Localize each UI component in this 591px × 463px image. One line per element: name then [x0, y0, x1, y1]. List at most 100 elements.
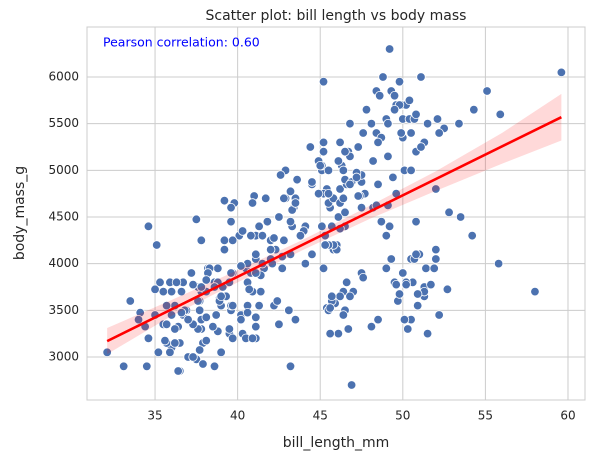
scatter-point [242, 307, 253, 318]
scatter-point [176, 307, 187, 318]
scatter-point [274, 212, 284, 222]
scatter-point [161, 300, 172, 311]
scatter-point [118, 361, 129, 372]
scatter-point [213, 263, 223, 274]
scatter-point [279, 193, 289, 204]
scatter-point [158, 286, 169, 297]
scatter-point [345, 179, 355, 190]
scatter-point [166, 286, 177, 297]
scatter-point [398, 268, 408, 278]
scatter-point [224, 324, 235, 334]
scatter-point [290, 314, 301, 325]
scatter-point [389, 90, 400, 101]
scatter-point [285, 361, 296, 372]
y-axis-label: body_mass_g [12, 166, 28, 260]
scatter-point [378, 72, 388, 82]
scatter-point [401, 279, 411, 290]
scatter-point [386, 254, 396, 264]
scatter-point [216, 291, 226, 302]
scatter-point [219, 195, 230, 206]
scatter-point [345, 291, 355, 302]
scatter-point [353, 142, 363, 152]
scatter-point [366, 321, 377, 332]
scatter-point [236, 314, 246, 325]
scatter-point [412, 289, 423, 299]
scatter-point [251, 312, 261, 323]
scatter-point [323, 165, 334, 176]
annotation: Pearson correlation: 0.60 [103, 35, 260, 50]
scatter-point [143, 333, 154, 344]
scatter-point [244, 284, 254, 295]
scatter-point [429, 263, 439, 274]
scatter-point [300, 258, 311, 269]
scatter-point [153, 347, 164, 358]
scatter-point [269, 233, 279, 243]
scatter-point [351, 172, 362, 183]
scatter-point [376, 216, 387, 227]
x-tick-label: 55 [478, 409, 493, 423]
scatter-point [556, 67, 567, 78]
scatter-point [406, 165, 416, 176]
scatter-point [194, 305, 205, 316]
chart-title: Scatter plot: bill length vs body mass [206, 8, 467, 24]
scatter-point [142, 361, 152, 372]
scatter-point [226, 268, 236, 278]
x-tick-label: 40 [230, 409, 245, 423]
scatter-point [467, 230, 477, 241]
scatter-point [246, 230, 256, 241]
scatter-point [431, 254, 441, 264]
scatter-point [318, 76, 329, 87]
scatter-point [318, 146, 329, 157]
scatter-point [325, 303, 335, 313]
scatter-point [171, 277, 182, 288]
scatter-point [188, 352, 198, 362]
scatter-point [341, 277, 352, 288]
scatter-point [454, 118, 464, 129]
scatter-point [384, 44, 395, 54]
scatter-point [353, 191, 363, 201]
scatter-point [133, 314, 144, 325]
scatter-point [262, 216, 273, 227]
scatter-point [274, 319, 284, 330]
scatter-point [422, 328, 433, 339]
scatter-point [320, 240, 330, 250]
scatter-point [374, 90, 385, 101]
scatter-point [469, 104, 479, 115]
scatter-point [227, 235, 238, 246]
scatter-point [403, 324, 413, 334]
scatter-point [416, 142, 426, 152]
scatter-point [411, 216, 421, 227]
y-tick-label: 4500 [48, 209, 79, 223]
regression-line [106, 115, 562, 343]
y-tick-label: 5500 [48, 116, 79, 130]
scatter-point [358, 272, 368, 283]
scatter-point [345, 118, 355, 129]
scatter-point [219, 244, 230, 255]
scatter-point [170, 324, 180, 334]
scatter-point [416, 72, 426, 82]
scatter-point [325, 328, 335, 339]
scatter-point [482, 86, 492, 96]
scatter-point [335, 184, 345, 194]
scatter-point [493, 258, 504, 269]
scatter-point [422, 118, 433, 129]
scatter-point [318, 137, 329, 148]
scatter-point [219, 235, 230, 246]
scatter-point [495, 109, 505, 120]
scatter-point [226, 216, 236, 227]
scatter-point [388, 172, 398, 183]
scatter-point [399, 314, 410, 325]
scatter-point [373, 314, 383, 325]
scatter-point [340, 207, 350, 218]
scatter-point [411, 249, 421, 260]
x-tick-label: 50 [395, 409, 410, 423]
scatter-point [338, 310, 349, 320]
scatter-point [211, 310, 221, 320]
y-tick-label: 6000 [48, 70, 79, 84]
scatter-point [227, 333, 238, 344]
scatter-point [383, 151, 393, 162]
scatter-point [444, 207, 454, 218]
scatter-point [394, 289, 405, 299]
scatter-point [102, 347, 112, 358]
